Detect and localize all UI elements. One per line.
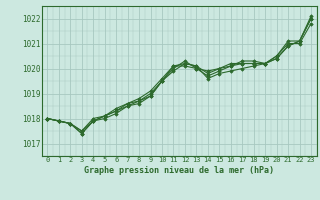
X-axis label: Graphe pression niveau de la mer (hPa): Graphe pression niveau de la mer (hPa)	[84, 166, 274, 175]
